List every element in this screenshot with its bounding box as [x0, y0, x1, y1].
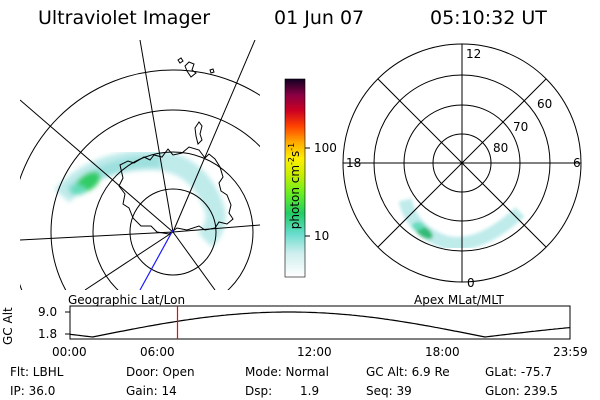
apex-polar-plot	[342, 43, 582, 283]
x-tick-1200: 12:00	[297, 345, 332, 359]
left-map-caption: Geographic Lat/Lon	[68, 293, 186, 307]
x-tick-0000: 00:00	[52, 345, 87, 359]
colorbar-tick-10: 10	[314, 229, 330, 243]
mlt-label-6: 6	[573, 156, 581, 170]
altitude-ytick-1.8: 1.8	[38, 327, 58, 341]
mlat-label-70: 70	[513, 120, 529, 134]
mlat-label-60: 60	[537, 97, 553, 111]
colorbar-label: photon cm-2s-1	[287, 142, 302, 230]
magnetic-meridian	[139, 229, 174, 290]
geographic-map	[20, 40, 260, 290]
altitude-plot	[65, 305, 571, 340]
colorbar-tick-100: 100	[314, 141, 337, 155]
gc-alt-info: GC Alt: 6.9 Re	[366, 365, 450, 379]
right-map-caption: Apex MLat/MLT	[414, 293, 504, 307]
mlat-label-80: 80	[493, 141, 509, 155]
mlt-label-12: 12	[466, 47, 482, 61]
aurora-oval-right	[398, 198, 525, 250]
instrument-title: Ultraviolet Imager	[38, 7, 211, 29]
dsp-value: 1.9	[300, 384, 320, 398]
glon-info: GLon: 239.5	[485, 384, 558, 398]
door-info: Door: Open	[126, 365, 195, 379]
gain-info: Gain: 14	[126, 384, 177, 398]
x-tick-1800: 18:00	[425, 345, 460, 359]
mlt-label-0: 0	[467, 276, 475, 290]
x-tick-0600: 06:00	[140, 345, 175, 359]
filter-info: Flt: LBHL	[10, 365, 64, 379]
mode-info: Mode: Normal	[245, 365, 329, 379]
altitude-ylabel: GC Alt	[1, 307, 15, 345]
altitude-curve	[69, 311, 571, 338]
altitude-ytick-9: 9.0	[38, 305, 58, 319]
date-label: 01 Jun 07	[274, 7, 365, 29]
dsp-label: Dsp:	[245, 384, 273, 398]
time-label: 05:10:32 UT	[430, 7, 547, 29]
ip-info: IP: 36.0	[10, 384, 56, 398]
glat-info: GLat: -75.7	[485, 365, 552, 379]
mlt-label-18: 18	[346, 156, 362, 170]
aurora-oval-left	[54, 149, 226, 248]
colorbar	[284, 78, 310, 278]
seq-info: Seq: 39	[366, 384, 412, 398]
coastline	[118, 57, 234, 235]
x-tick-2359: 23:59	[553, 345, 588, 359]
